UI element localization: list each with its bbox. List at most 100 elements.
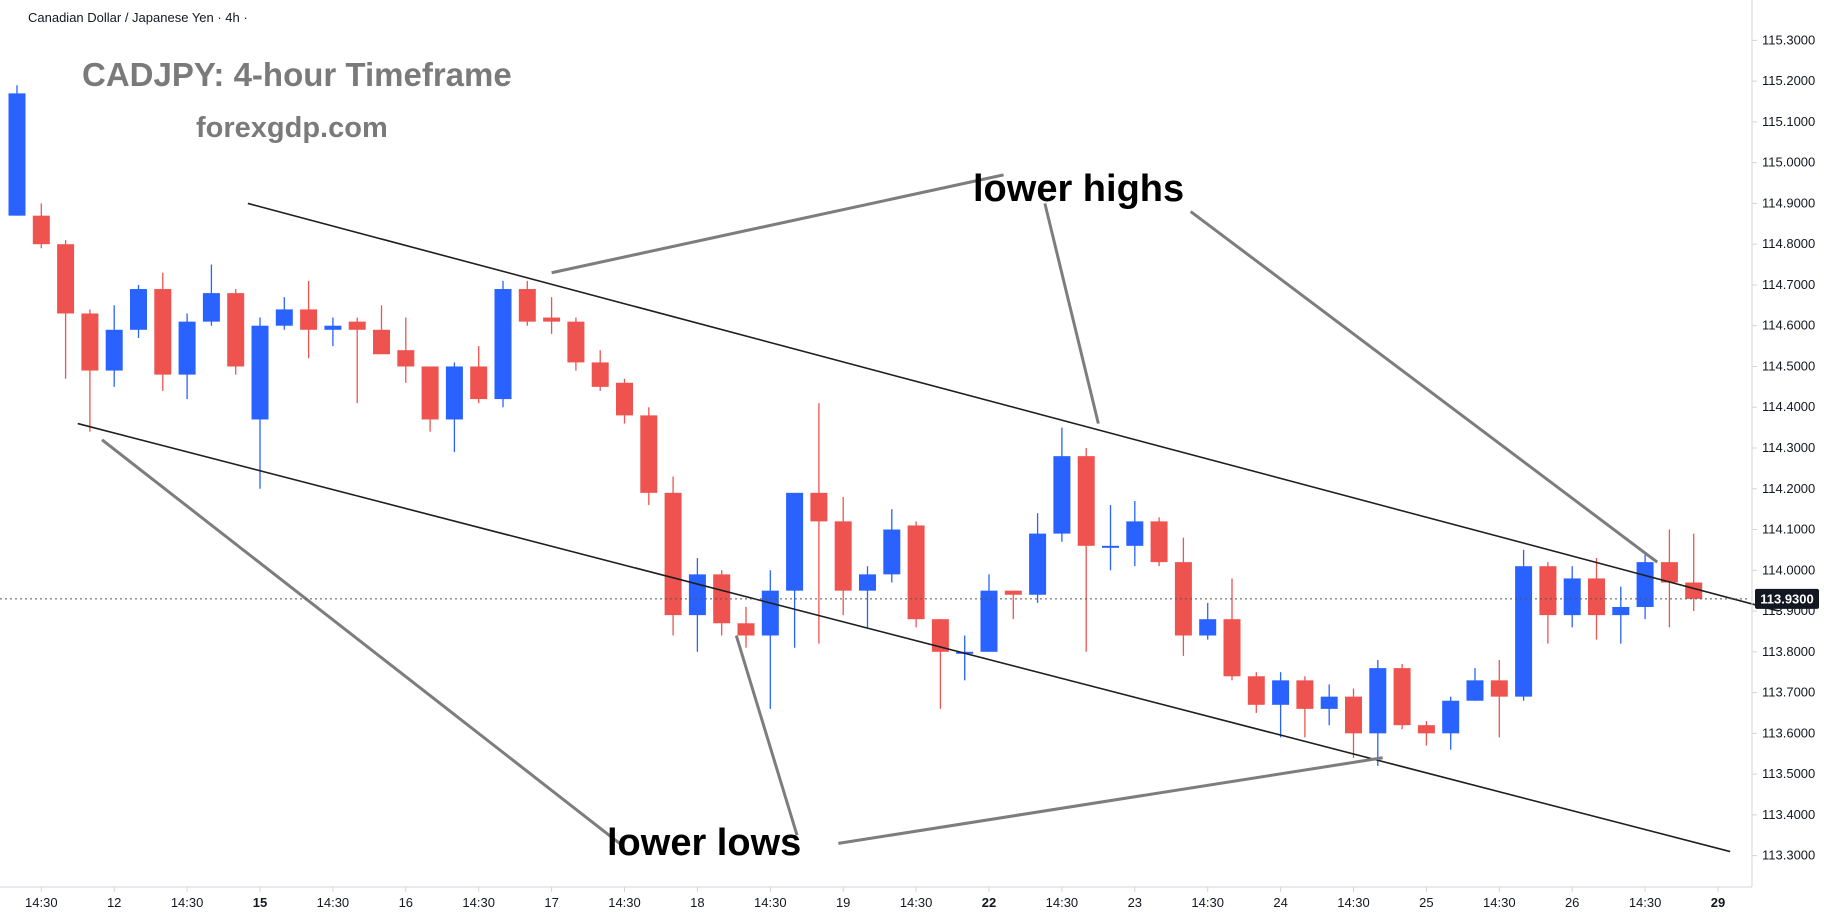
candle-body <box>1053 456 1071 534</box>
candle <box>397 317 415 383</box>
price-tick-label: 115.0000 <box>1762 155 1815 170</box>
candle-body <box>1126 521 1144 546</box>
time-tick-label: 25 <box>1419 895 1433 910</box>
site-watermark: forexgdp.com <box>196 112 388 144</box>
time-tick-label: 14:30 <box>1046 895 1079 910</box>
candle <box>980 574 998 652</box>
symbol-title[interactable]: Canadian Dollar / Japanese Yen · 4h · <box>28 10 248 25</box>
candle <box>907 521 925 628</box>
candle <box>1199 602 1217 640</box>
pointer-lows-3 <box>838 756 1383 845</box>
candle-body <box>1466 680 1484 701</box>
current-price-label: 113.9300 <box>1760 591 1814 606</box>
candle-body <box>859 574 876 591</box>
price-tick-label: 113.5000 <box>1762 766 1815 781</box>
candle <box>931 619 949 709</box>
candle <box>32 203 50 249</box>
pointer-highs-3 <box>1189 210 1659 564</box>
price-tick-label: 114.3000 <box>1762 440 1815 455</box>
time-axis[interactable]: 14:30 12 14:30 15 14:30 16 14:30 17 14:30 18 14:30… <box>25 887 1725 910</box>
candle-body <box>543 317 561 322</box>
candle-body <box>251 325 269 420</box>
candle <box>178 313 196 400</box>
time-tick-label: 26 <box>1565 895 1579 910</box>
time-tick-label: 18 <box>690 895 704 910</box>
time-tick-label: 14:30 <box>754 895 787 910</box>
trendlines-layer <box>77 173 1779 853</box>
candle-body <box>1442 700 1460 734</box>
candle-body <box>421 366 439 420</box>
upper-trendline[interactable] <box>247 202 1779 612</box>
candle <box>1150 517 1168 567</box>
price-tick-label: 113.7000 <box>1762 685 1815 700</box>
candle-body <box>518 289 536 322</box>
candle <box>1612 586 1630 644</box>
time-tick-label: 23 <box>1128 895 1142 910</box>
candle-body <box>494 289 512 400</box>
candle-body <box>1515 566 1533 697</box>
candle-body <box>786 492 804 591</box>
time-tick-label: 14:30 <box>317 895 350 910</box>
price-tick-label: 114.1000 <box>1762 522 1815 537</box>
candle <box>275 297 293 330</box>
candle-body <box>931 619 949 652</box>
candle-body <box>907 525 925 620</box>
candle-body <box>57 244 75 314</box>
time-tick-label: 22 <box>982 895 996 910</box>
time-tick-label: 14:30 <box>608 895 641 910</box>
candle <box>1004 590 1022 620</box>
price-tick-label: 114.4000 <box>1762 399 1815 414</box>
candle <box>1515 549 1533 701</box>
candle <box>470 346 488 404</box>
candle-body <box>1393 668 1411 726</box>
candle-body <box>130 289 147 330</box>
candle <box>130 284 147 338</box>
candle-body <box>1417 725 1435 734</box>
pointer-highs-1 <box>551 173 1004 275</box>
time-tick-label: 15 <box>253 895 267 910</box>
price-tick-label: 114.7000 <box>1762 277 1815 292</box>
time-tick-label: 14:30 <box>171 895 204 910</box>
candle-body <box>324 325 342 330</box>
candle <box>1393 664 1411 730</box>
annotation-lower-highs: lower highs <box>973 168 1185 210</box>
price-tick-label: 115.3000 <box>1762 32 1815 47</box>
candle <box>640 407 658 506</box>
candle-body <box>1077 456 1095 546</box>
candle <box>1539 562 1557 644</box>
candle <box>8 85 26 216</box>
candle-body <box>1320 696 1338 709</box>
candle <box>348 317 366 404</box>
candle-body <box>470 366 488 400</box>
candle-body <box>1150 521 1168 563</box>
time-tick-label: 14:30 <box>462 895 495 910</box>
candle <box>567 317 585 371</box>
candle <box>1102 505 1119 571</box>
candle-body <box>1539 566 1557 616</box>
candle <box>494 280 512 408</box>
candle-body <box>1636 562 1654 607</box>
candle <box>1490 659 1508 738</box>
price-axis[interactable]: 115.3000 115.2000 115.1000 115.0000 114.9000… <box>1752 32 1815 863</box>
candle <box>1320 684 1338 726</box>
candle <box>1369 659 1387 766</box>
price-tick-label: 113.8000 <box>1762 644 1815 659</box>
candle <box>1466 668 1484 701</box>
candle-body <box>1102 545 1119 548</box>
candle-body <box>81 313 99 371</box>
candle <box>883 509 901 583</box>
candle <box>105 305 123 387</box>
candle <box>1660 529 1678 628</box>
lower-trendline[interactable] <box>77 422 1731 853</box>
candle-body <box>300 309 318 330</box>
candle <box>1029 513 1047 603</box>
candle <box>1417 721 1435 746</box>
candle <box>834 496 852 616</box>
candle <box>1272 672 1290 738</box>
annotation-lower-lows: lower lows <box>607 822 802 864</box>
price-tick-label: 114.2000 <box>1762 481 1815 496</box>
candle <box>227 289 245 375</box>
candle <box>1442 696 1460 750</box>
candle <box>202 264 220 326</box>
